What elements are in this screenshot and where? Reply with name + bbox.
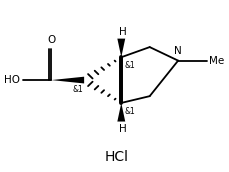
Text: &1: &1 (125, 61, 135, 71)
Polygon shape (117, 39, 125, 57)
Polygon shape (117, 103, 125, 122)
Text: Me: Me (209, 56, 224, 66)
Text: N: N (174, 46, 182, 56)
Text: HO: HO (4, 75, 20, 85)
Text: &1: &1 (72, 85, 83, 94)
Text: H: H (118, 27, 126, 37)
Text: &1: &1 (125, 107, 135, 116)
Text: H: H (118, 123, 126, 134)
Text: HCl: HCl (105, 150, 129, 164)
Text: O: O (47, 35, 55, 45)
Polygon shape (51, 77, 84, 83)
